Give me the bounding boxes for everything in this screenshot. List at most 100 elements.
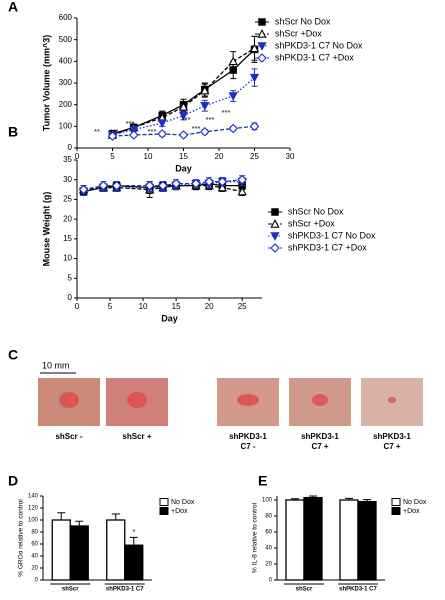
tumor — [388, 397, 396, 403]
legend-label: shScr +Dox — [275, 28, 322, 38]
series-line — [83, 184, 243, 193]
marker — [107, 131, 118, 141]
y-tick-label: 40 — [265, 546, 272, 552]
sample-label: shScr - — [55, 432, 82, 441]
legend-marker — [257, 53, 267, 63]
y-tick-label: 0 — [68, 143, 73, 152]
marker — [157, 119, 167, 128]
y-tick-label: 5 — [68, 273, 73, 282]
chart: B 0 5 10 15 20 25 30 35 Mouse Weight (g) 0 5 10 15 20 2… — [8, 124, 376, 324]
marker — [249, 121, 260, 132]
x-axis-title: Day — [175, 163, 192, 173]
marker — [228, 123, 238, 134]
panel-label: A — [8, 0, 18, 15]
y-tick-label: 0 — [68, 293, 73, 302]
x-tick-label: 25 — [250, 152, 259, 161]
y-tick-label: 100 — [262, 498, 273, 504]
photo-panel: C 10 mm — [8, 347, 76, 374]
x-tick-label: 20 — [205, 302, 214, 311]
y-tick-label: 500 — [59, 35, 73, 44]
marker — [129, 130, 139, 140]
legend-label: shScr No Dox — [288, 206, 344, 216]
marker — [217, 182, 227, 192]
legend-label: No Dox — [403, 499, 427, 506]
error-bar — [75, 520, 84, 526]
series-line — [83, 182, 243, 193]
significance: * — [133, 527, 136, 536]
marker — [191, 178, 201, 189]
series-line — [83, 179, 243, 191]
y-axis-title: Tumor Volume (mm^3) — [41, 35, 51, 131]
chart: E 0 20 40 60 80 100% IL-8 relative to control s… — [252, 473, 427, 593]
marker — [171, 178, 181, 189]
bar — [106, 519, 126, 581]
legend-marker — [257, 29, 267, 38]
sample-label: C7 + — [383, 442, 400, 451]
legend-marker — [270, 243, 280, 253]
marker — [78, 184, 89, 195]
chart: D 0 20 40 60 80 100 120 140% GROα relative to co… — [8, 473, 195, 593]
x-tick-label: shScr — [296, 587, 313, 593]
y-tick-label: 80 — [31, 530, 38, 536]
x-axis-title: Day — [161, 313, 178, 323]
legend-marker — [258, 18, 266, 26]
y-tick-label: 20 — [265, 562, 272, 568]
x-tick-label: 10 — [144, 152, 153, 161]
significance: *** — [110, 127, 119, 136]
marker — [178, 101, 189, 111]
significance: *** — [192, 124, 201, 133]
legend-swatch — [391, 498, 401, 506]
y-tick-label: 600 — [59, 13, 73, 22]
marker — [228, 92, 238, 101]
marker — [158, 180, 168, 191]
marker — [204, 176, 214, 187]
legend-label: shPKD3-1 C7 +Dox — [288, 242, 367, 252]
x-tick-label: 0 — [75, 152, 80, 161]
y-tick-label: 100 — [59, 121, 73, 130]
tumor — [312, 394, 328, 406]
x-tick-label: 15 — [179, 152, 188, 161]
panel-label: C — [8, 347, 18, 363]
legend-marker — [270, 232, 280, 241]
marker — [228, 56, 238, 66]
y-tick-label: 60 — [31, 542, 38, 548]
marker — [200, 102, 210, 111]
sample-label: shScr + — [122, 432, 151, 441]
marker — [178, 111, 189, 121]
marker — [157, 129, 167, 139]
x-tick-label: 0 — [75, 302, 80, 311]
y-tick-label: 0 — [35, 578, 39, 584]
x-tick-label: 20 — [215, 152, 224, 161]
legend-marker — [271, 208, 279, 216]
y-tick-label: 30 — [63, 175, 72, 184]
tumor — [237, 394, 259, 406]
marker — [144, 180, 155, 191]
x-tick-label: 30 — [286, 152, 295, 161]
y-tick-label: 300 — [59, 78, 73, 87]
legend-swatch — [391, 507, 401, 515]
scale-bar-label: 10 mm — [42, 360, 70, 370]
bar — [51, 519, 71, 581]
marker — [111, 180, 122, 191]
legend-label: shPKD3-1 C7 No Dox — [275, 40, 363, 50]
y-tick-label: 15 — [63, 234, 72, 243]
y-axis-title: Mouse Weight (g) — [41, 192, 51, 267]
panel-label: D — [8, 473, 18, 489]
y-tick-label: 60 — [265, 530, 272, 536]
marker — [98, 180, 109, 191]
bar — [303, 496, 323, 581]
sample-label: C7 - — [240, 442, 255, 451]
tumor — [127, 392, 147, 408]
y-tick-label: 20 — [63, 214, 72, 223]
significance: *** — [206, 115, 215, 124]
marker — [217, 176, 228, 187]
panel-label: B — [8, 124, 18, 140]
marker — [178, 130, 189, 140]
tumor — [59, 392, 79, 408]
y-tick-label: 0 — [269, 578, 273, 584]
legend-label: shScr +Dox — [288, 218, 335, 228]
bar — [285, 499, 305, 581]
bar — [339, 499, 359, 581]
y-tick-label: 10 — [63, 254, 72, 263]
